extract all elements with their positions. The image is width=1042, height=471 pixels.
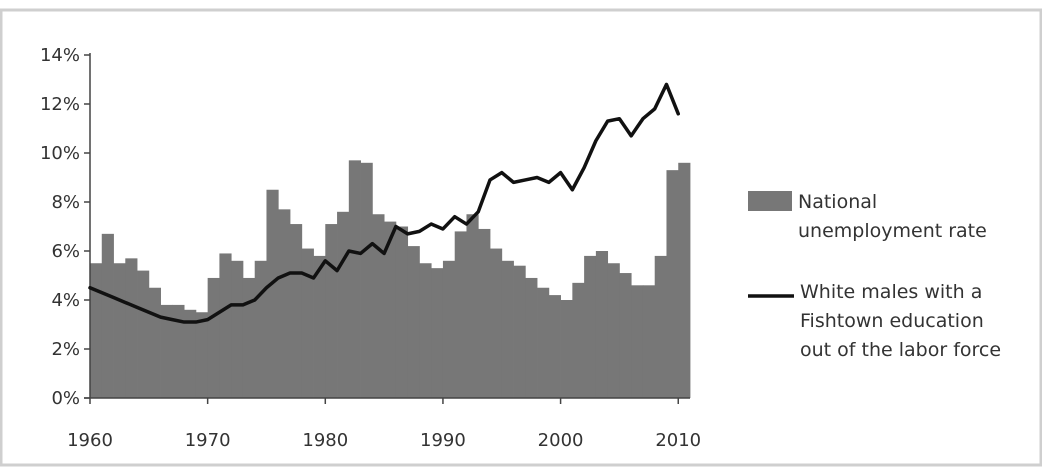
bar xyxy=(125,258,138,398)
x-tick-labels: 1960 1970 1980 1990 2000 2010 xyxy=(67,430,701,451)
x-tick-label: 2010 xyxy=(655,430,701,451)
bar xyxy=(513,265,526,398)
x-tick-label: 1990 xyxy=(420,430,466,451)
legend-line: National xyxy=(798,191,877,213)
bar xyxy=(666,170,679,398)
legend-label-bar: National unemployment rate xyxy=(798,191,987,242)
bar xyxy=(384,221,397,398)
bar xyxy=(395,226,409,398)
bar xyxy=(537,287,550,398)
bar xyxy=(478,228,491,398)
bar xyxy=(654,255,667,398)
bar xyxy=(195,312,209,398)
bar xyxy=(101,233,114,398)
legend-line: White males with a xyxy=(800,281,982,303)
bar xyxy=(419,263,432,398)
bar xyxy=(184,309,197,398)
bar xyxy=(642,285,656,398)
bar xyxy=(442,260,456,398)
bar xyxy=(454,231,467,398)
bar xyxy=(372,214,385,398)
bar xyxy=(501,260,514,398)
bar xyxy=(113,263,126,398)
y-tick-labels: 0% 2% 4% 6% 8% 10% 12% 14% xyxy=(40,45,80,409)
bar xyxy=(231,260,244,398)
bar xyxy=(548,295,561,398)
bar xyxy=(137,270,150,398)
bar xyxy=(325,224,338,398)
bar xyxy=(595,251,609,398)
y-tick-label: 0% xyxy=(51,388,80,409)
bar xyxy=(219,253,232,398)
bar xyxy=(172,304,185,398)
bar xyxy=(619,273,632,398)
bar xyxy=(607,263,620,398)
y-tick-label: 12% xyxy=(40,94,80,115)
bar xyxy=(207,277,220,398)
legend-line: Fishtown education xyxy=(800,310,984,332)
legend-line: out of the labor force xyxy=(800,339,1001,361)
bar xyxy=(525,277,538,398)
bar xyxy=(431,268,444,398)
y-tick-label: 4% xyxy=(51,290,80,311)
bar xyxy=(407,246,420,398)
bar xyxy=(560,300,573,398)
x-tick-label: 1980 xyxy=(302,430,348,451)
bar xyxy=(337,211,350,398)
y-tick-label: 14% xyxy=(40,45,80,66)
bar xyxy=(290,224,303,398)
line-series xyxy=(88,82,680,324)
bar xyxy=(148,287,161,398)
legend-line: unemployment rate xyxy=(798,220,987,242)
bar xyxy=(278,209,291,398)
bar xyxy=(631,285,644,398)
bar xyxy=(678,162,691,398)
legend-label-line: White males with a Fishtown education out … xyxy=(800,281,1001,361)
x-tick-label: 2000 xyxy=(538,430,584,451)
bar xyxy=(360,162,373,398)
y-tick-label: 2% xyxy=(51,339,80,360)
x-tick-label: 1960 xyxy=(67,430,113,451)
bar xyxy=(254,260,267,398)
y-tick-label: 6% xyxy=(51,241,80,262)
bar xyxy=(266,189,279,398)
bar xyxy=(160,304,173,398)
bar xyxy=(572,282,585,398)
bar xyxy=(490,248,503,398)
y-tick-label: 8% xyxy=(51,192,80,213)
bar xyxy=(348,160,361,398)
bar xyxy=(313,255,326,398)
legend-swatch-bar xyxy=(748,191,792,211)
bar-series xyxy=(90,160,691,398)
bar xyxy=(301,248,314,398)
bar xyxy=(242,277,256,398)
axes xyxy=(84,53,690,404)
bar xyxy=(584,255,597,398)
x-tick-label: 1970 xyxy=(185,430,231,451)
bar xyxy=(90,263,103,398)
bar xyxy=(466,214,479,398)
legend: National unemployment rate White males wi… xyxy=(748,191,1001,361)
y-tick-label: 10% xyxy=(40,143,80,164)
